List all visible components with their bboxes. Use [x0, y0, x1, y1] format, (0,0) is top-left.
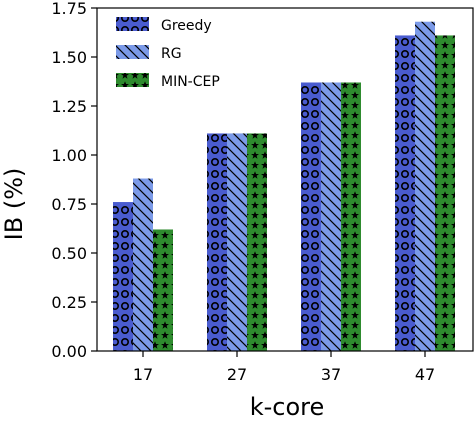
x-tick-label: 17 — [133, 365, 153, 384]
legend: Greedy RG MIN-CEP — [116, 17, 220, 90]
x-tick-label: 47 — [415, 365, 435, 384]
y-tick-label: 1.00 — [51, 146, 87, 165]
bar-rg-47 — [415, 21, 435, 351]
legend-swatch-min-cep — [116, 73, 149, 87]
legend-swatch-rg — [116, 45, 149, 59]
y-tick-label: 1.50 — [51, 48, 87, 67]
x-tick-label: 27 — [227, 365, 247, 384]
legend-label-rg: RG — [161, 46, 182, 62]
x-tick-label: 37 — [321, 365, 341, 384]
y-tick-label: 0.50 — [51, 244, 87, 263]
bar-greedy-27 — [207, 133, 227, 351]
plot-frame — [96, 7, 474, 352]
legend-label-min-cep: MIN-CEP — [161, 74, 220, 90]
bars-layer — [113, 21, 455, 351]
bar-min-cep-17 — [153, 229, 173, 351]
y-tick-label: 1.75 — [51, 0, 87, 18]
bar-rg-37 — [321, 82, 341, 351]
x-axis-ticks: 17 27 37 47 — [133, 351, 435, 384]
legend-swatch-greedy — [116, 17, 149, 31]
y-tick-label: 0.25 — [51, 293, 87, 312]
x-axis-label: k-core — [250, 393, 325, 421]
y-tick-label: 0.00 — [51, 342, 87, 361]
legend-label-greedy: Greedy — [161, 18, 212, 34]
bar-greedy-17 — [113, 202, 133, 351]
bar-rg-17 — [133, 178, 153, 351]
y-tick-label: 1.25 — [51, 97, 87, 116]
bar-greedy-47 — [395, 35, 415, 351]
bar-min-cep-37 — [341, 82, 361, 351]
bar-greedy-37 — [301, 82, 321, 351]
bar-min-cep-27 — [247, 133, 267, 351]
y-tick-label: 0.75 — [51, 195, 87, 214]
bar-min-cep-47 — [435, 35, 455, 351]
y-axis-ticks: 0.00 0.25 0.50 0.75 1.00 1.25 1.50 1.75 — [51, 0, 97, 361]
y-axis-label: IB (%) — [0, 168, 28, 241]
bar-rg-27 — [227, 133, 247, 351]
